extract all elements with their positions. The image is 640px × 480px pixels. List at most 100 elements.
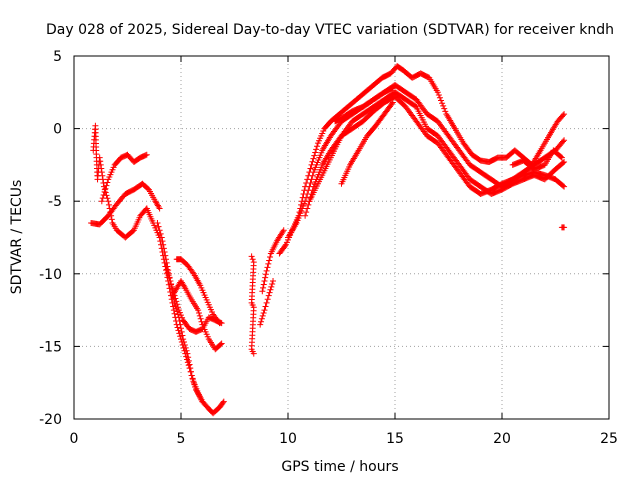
x-tick-label: 10 xyxy=(279,431,297,447)
series-track-17 xyxy=(338,99,396,187)
y-tick-label: -15 xyxy=(39,339,62,355)
data-point xyxy=(180,336,187,343)
y-axis-label: SDTVAR / TECUs xyxy=(9,180,25,295)
data-point xyxy=(143,151,150,158)
series-track-19 xyxy=(558,224,568,231)
data-point xyxy=(257,321,264,328)
x-tick-label: 20 xyxy=(493,431,511,447)
x-tick-label: 25 xyxy=(600,431,618,447)
data-point xyxy=(559,182,566,189)
data-point xyxy=(260,310,267,317)
data-point xyxy=(192,384,199,391)
x-tick-label: 5 xyxy=(177,431,186,447)
data-point xyxy=(265,260,272,267)
data-point xyxy=(100,180,107,187)
data-point xyxy=(314,143,321,150)
data-point xyxy=(158,234,165,241)
series-track-15 xyxy=(306,93,568,205)
data-point xyxy=(260,281,267,288)
data-point xyxy=(168,280,175,287)
y-tick-label: -20 xyxy=(39,412,62,428)
data-point xyxy=(163,256,170,263)
data-point xyxy=(178,325,184,332)
data-point xyxy=(266,257,273,264)
data-point xyxy=(188,372,195,379)
data-point xyxy=(97,161,104,168)
data-point xyxy=(249,256,256,263)
data-point xyxy=(312,149,319,156)
data-point xyxy=(268,283,275,290)
y-tick-label: -10 xyxy=(39,267,62,283)
data-point xyxy=(261,278,268,285)
series-track-9 xyxy=(248,253,257,357)
data-point xyxy=(159,238,166,245)
data-point xyxy=(266,289,273,296)
data-point xyxy=(182,344,189,351)
data-point xyxy=(174,301,181,308)
data-point xyxy=(166,275,173,282)
data-point xyxy=(310,155,317,162)
data-point xyxy=(267,253,274,260)
data-point xyxy=(183,347,190,354)
chart-title: Day 028 of 2025, Sidereal Day-to-day VTE… xyxy=(46,22,614,38)
data-point xyxy=(185,354,192,361)
data-point xyxy=(304,205,311,212)
data-point xyxy=(250,350,257,357)
data-point xyxy=(191,381,198,388)
data-point xyxy=(160,245,167,252)
data-point xyxy=(440,102,447,109)
data-point xyxy=(156,205,163,212)
data-point xyxy=(103,182,110,189)
data-point xyxy=(175,304,182,311)
data-point xyxy=(105,198,112,205)
axis-ticks: 0 5 10 15 20 25 -20 -15 -10 -5 0 5 xyxy=(39,49,618,447)
data-point xyxy=(248,253,255,260)
data-point xyxy=(559,112,566,119)
data-point xyxy=(187,365,194,372)
data-point xyxy=(303,209,310,216)
data-point xyxy=(163,263,170,270)
data-point xyxy=(180,339,187,346)
data-point xyxy=(181,341,188,348)
data-point xyxy=(165,272,172,279)
data-point xyxy=(184,350,191,357)
data-point xyxy=(189,375,196,382)
plot-frame xyxy=(73,55,610,420)
data-point xyxy=(263,299,270,306)
data-point xyxy=(279,228,286,235)
data-point xyxy=(197,315,204,322)
data-point xyxy=(195,307,202,314)
x-tick-label: 0 xyxy=(70,431,79,447)
data-point xyxy=(217,341,224,348)
data-point xyxy=(164,269,171,276)
series-track-8 xyxy=(173,256,223,327)
data-point xyxy=(220,398,227,405)
data-point xyxy=(176,309,183,316)
data-point xyxy=(309,172,316,179)
data-point xyxy=(264,264,271,271)
data-point xyxy=(96,154,103,161)
data-point xyxy=(307,180,314,187)
grid xyxy=(74,56,609,419)
data-point xyxy=(559,138,566,145)
series-track-10 xyxy=(259,227,287,295)
data-point xyxy=(561,137,568,144)
data-point xyxy=(100,191,107,198)
data-point xyxy=(441,105,448,112)
series-track-4 xyxy=(143,205,227,417)
data-point xyxy=(262,274,269,281)
data-point xyxy=(179,314,186,321)
data-point xyxy=(155,204,162,211)
data-point xyxy=(259,312,266,319)
data-point xyxy=(305,201,312,208)
data-point xyxy=(101,188,108,195)
data-point xyxy=(195,310,202,317)
data-point xyxy=(262,303,269,310)
data-point xyxy=(173,298,180,305)
x-tick-label: 15 xyxy=(386,431,404,447)
series-track-16 xyxy=(332,84,396,125)
data-point xyxy=(269,280,276,287)
series-track-1 xyxy=(90,122,150,241)
data-point xyxy=(177,321,184,328)
